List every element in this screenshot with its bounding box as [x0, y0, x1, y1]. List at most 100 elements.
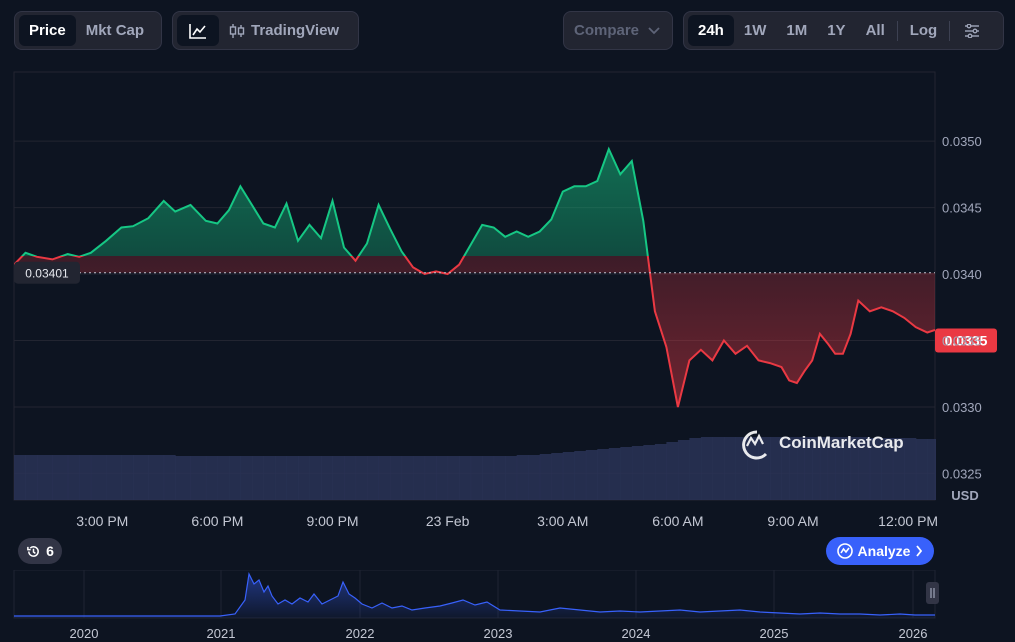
- range-navigator[interactable]: 2020 2021 2022 2023 2024 2025 2026: [0, 570, 1015, 642]
- volume-bar: [263, 456, 276, 500]
- time-range-group: 24h 1W 1M 1Y All Log: [683, 11, 1004, 50]
- x-tick-label: 3:00 PM: [76, 513, 128, 529]
- price-chart[interactable]: 0.03401 0.0335 0.0350 0.0345 0.0340 0.0335 0…: [0, 0, 1015, 535]
- navigator-grid: [83, 570, 914, 618]
- price-line-down: [14, 256, 935, 408]
- svg-text:0.03401: 0.03401: [25, 267, 69, 281]
- chevron-right-icon: [916, 545, 923, 557]
- volume-bar: [344, 456, 357, 500]
- volume-bar: [106, 455, 122, 500]
- range-1y[interactable]: 1Y: [827, 22, 846, 39]
- navigator-year-label: 2021: [207, 626, 236, 641]
- volume-bar: [25, 455, 38, 500]
- line-chart-button[interactable]: [177, 15, 219, 46]
- open-price-label: 0.03401: [14, 261, 80, 284]
- volume-bar: [286, 456, 299, 500]
- range-1m[interactable]: 1M: [786, 22, 808, 39]
- tradingview-label: TradingView: [251, 22, 340, 39]
- notes-count: 6: [46, 543, 54, 559]
- navigator-years: 2020 2021 2022 2023 2024 2025 2026: [70, 626, 928, 641]
- coinmarketcap-logo: CoinMarketCap: [742, 430, 904, 460]
- volume-bar: [712, 437, 725, 500]
- navigator-handle[interactable]: [926, 582, 939, 604]
- volume-bar: [758, 437, 771, 500]
- volume-bar: [827, 437, 836, 500]
- view-toggle: Price Mkt Cap: [14, 11, 162, 50]
- x-tick-label: 9:00 PM: [306, 513, 358, 529]
- x-tick-label: 12:00 PM: [878, 513, 938, 529]
- volume-bar: [424, 456, 437, 500]
- volume-bar: [482, 456, 495, 500]
- price-series: [14, 146, 935, 408]
- navigator-area: [14, 574, 935, 618]
- volume-bar: [735, 437, 748, 500]
- sliders-icon: [965, 23, 980, 38]
- volume-bar: [858, 437, 871, 500]
- volume-bar: [769, 437, 782, 500]
- volume-bar: [700, 437, 713, 500]
- navigator-year-label: 2024: [622, 626, 651, 641]
- volume-bar: [608, 448, 621, 500]
- x-tick-label: 6:00 AM: [652, 513, 703, 529]
- volume-bar: [597, 449, 610, 500]
- navigator-year-label: 2020: [70, 626, 99, 641]
- range-1w[interactable]: 1W: [743, 22, 767, 39]
- volume-bar: [355, 456, 368, 500]
- volume-bars: [14, 437, 936, 500]
- volume-bar: [927, 439, 936, 500]
- volume-bar: [631, 446, 644, 500]
- y-axis: 0.0350 0.0345 0.0340 0.0335 0.0330 0.0325: [942, 134, 982, 481]
- log-scale-button[interactable]: Log: [909, 22, 938, 39]
- volume-bar: [551, 453, 564, 500]
- currency-label: USD: [951, 488, 978, 503]
- y-tick-label: 0.0350: [942, 134, 982, 149]
- volume-bar: [132, 455, 149, 500]
- volume-bar: [205, 456, 218, 500]
- y-tick-label: 0.0330: [942, 400, 982, 415]
- notes-button[interactable]: 6: [18, 538, 62, 564]
- y-tick-label: 0.0340: [942, 267, 982, 282]
- range-24h[interactable]: 24h: [688, 15, 734, 46]
- navigator-year-label: 2026: [899, 626, 928, 641]
- volume-bar: [516, 455, 529, 500]
- volume-bar: [52, 455, 69, 500]
- volume-bar: [789, 437, 798, 500]
- range-all[interactable]: All: [865, 22, 885, 39]
- volume-bar: [413, 456, 426, 500]
- volume-bar: [915, 439, 928, 500]
- chevron-down-icon: [648, 26, 660, 34]
- volume-bar: [804, 437, 813, 500]
- volume-bar: [850, 437, 859, 500]
- volume-bar: [835, 437, 844, 500]
- line-chart-icon: [189, 23, 206, 39]
- volume-bar: [881, 438, 894, 500]
- price-tab[interactable]: Price: [19, 15, 76, 46]
- settings-button[interactable]: [952, 15, 992, 46]
- compare-label: Compare: [574, 22, 640, 39]
- tradingview-button[interactable]: TradingView: [219, 15, 349, 46]
- analyze-button[interactable]: Analyze: [826, 537, 934, 565]
- candlestick-icon: [229, 23, 245, 38]
- volume-bar: [447, 456, 460, 500]
- volume-bar: [819, 437, 829, 500]
- mkt-cap-tab[interactable]: Mkt Cap: [85, 22, 145, 39]
- divider: [896, 20, 898, 41]
- volume-bar: [90, 455, 107, 500]
- volume-bar: [321, 456, 334, 500]
- volume-bar: [746, 437, 759, 500]
- volume-bar: [217, 456, 230, 500]
- volume-bar: [240, 456, 253, 500]
- volume-bar: [505, 456, 518, 500]
- x-axis: 3:00 PM 6:00 PM 9:00 PM 23 Feb 3:00 AM 6:00 A…: [76, 513, 938, 529]
- volume-bar: [148, 455, 165, 500]
- volume-bar: [401, 456, 414, 500]
- volume-bar: [37, 455, 53, 500]
- volume-bar: [781, 437, 790, 500]
- volume-bar: [470, 456, 483, 500]
- x-tick-label: 23 Feb: [426, 513, 470, 529]
- volume-bar: [643, 445, 656, 500]
- volume-bar: [367, 456, 380, 500]
- y-tick-label: 0.0345: [942, 201, 982, 216]
- compare-dropdown[interactable]: Compare: [563, 11, 673, 50]
- volume-bar: [585, 450, 598, 500]
